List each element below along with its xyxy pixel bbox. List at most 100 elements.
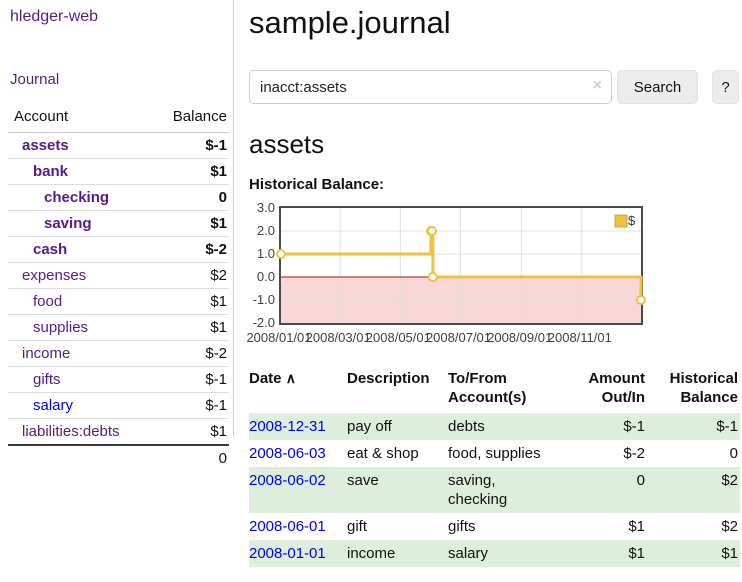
chart-title: Historical Balance:	[249, 176, 385, 193]
account-row: salary $-1	[8, 392, 229, 419]
search-bar: × Search ?	[249, 70, 740, 104]
transaction-accounts: gifts	[448, 518, 476, 535]
account-link-cash[interactable]: cash	[33, 241, 68, 258]
register-row: 2008-06-03 eat & shop food, supplies $-2…	[249, 440, 740, 467]
accounts-header-row: Account Balance	[8, 106, 229, 133]
account-link-expenses[interactable]: expenses	[22, 267, 87, 284]
page-title: sample.journal	[249, 5, 451, 40]
account-link-gifts[interactable]: gifts	[33, 371, 61, 388]
account-balance: $1	[150, 418, 229, 446]
account-balance: 0	[150, 184, 229, 211]
accounts-table: Account Balance assets $-1 bank $1 check…	[8, 106, 229, 471]
transaction-description: gift	[347, 518, 368, 535]
register-row: 2008-01-01 income salary $1 $1	[249, 540, 740, 567]
register-table: Date ∧ Description To/From Account(s) Am…	[249, 367, 740, 567]
account-row: income $-2	[8, 340, 229, 367]
y-axis-tick-label: 1.0	[256, 246, 275, 261]
transaction-date-link[interactable]: 2008-01-01	[249, 545, 326, 562]
transaction-balance: $2	[721, 518, 738, 535]
account-link-liabilities-debts[interactable]: liabilities:debts	[22, 423, 120, 440]
register-header-date[interactable]: Date ∧	[249, 370, 296, 387]
account-balance: $-2	[150, 340, 229, 367]
account-balance: $1	[150, 158, 229, 185]
account-link-food[interactable]: food	[33, 293, 63, 310]
transaction-amount: $-2	[623, 445, 645, 462]
account-balance: $-1	[150, 132, 229, 159]
search-input[interactable]	[249, 70, 612, 104]
help-button[interactable]: ?	[712, 70, 739, 104]
account-link-saving[interactable]: saving	[44, 215, 92, 232]
account-link-income[interactable]: income	[22, 345, 71, 362]
transaction-amount: $1	[628, 518, 645, 535]
transaction-amount: $1	[628, 545, 645, 562]
account-link-checking[interactable]: checking	[44, 189, 110, 206]
transaction-balance: 0	[729, 445, 738, 462]
transaction-accounts: salary	[448, 545, 489, 562]
register-header-amount: Amount Out/In	[588, 370, 645, 406]
sort-asc-icon: ∧	[285, 370, 296, 386]
transaction-description: save	[347, 472, 379, 489]
y-axis-tick-label: -1.0	[252, 292, 275, 307]
x-axis-tick-label: 2008/05/01	[365, 330, 431, 345]
y-axis-tick-label: 0.0	[256, 269, 275, 284]
y-axis-tick-label: 3.0	[256, 200, 275, 215]
account-balance: $-2	[150, 236, 229, 263]
clear-search-icon[interactable]: ×	[592, 77, 602, 94]
accounts-header-balance: Balance	[150, 106, 229, 133]
account-row: saving $1	[8, 210, 229, 237]
register-header-accounts: To/From Account(s)	[448, 370, 527, 406]
account-heading: assets	[249, 129, 325, 159]
account-row: food $1	[8, 288, 229, 315]
transaction-description: income	[347, 545, 396, 562]
account-balance: $1	[150, 314, 229, 341]
search-button[interactable]: Search	[617, 70, 698, 104]
register-row: 2008-06-02 save saving, checking 0 $2	[249, 467, 740, 513]
sidebar: hledger-web Journal Account Balance asse…	[0, 0, 233, 582]
account-balance: $-1	[150, 392, 229, 419]
register-row: 2008-06-01 gift gifts $1 $2	[249, 513, 740, 540]
transaction-date-link[interactable]: 2008-12-31	[249, 418, 326, 435]
accounts-total-row: 0	[8, 444, 229, 471]
transaction-accounts: food, supplies	[448, 445, 541, 462]
register-row: 2008-12-31 pay off debts $-1 $-1	[249, 413, 740, 440]
chart-legend-label: $	[628, 213, 636, 228]
register-header-balance: Historical Balance	[669, 370, 738, 406]
accounts-total-balance: 0	[150, 444, 229, 471]
historical-balance-chart: 3.0 2.0 1.0 0.0 -1.0 -2.0 $ 2008/01/01 2008/03…	[246, 200, 740, 348]
transaction-balance: $1	[721, 545, 738, 562]
account-link-supplies[interactable]: supplies	[33, 319, 89, 336]
transaction-date-link[interactable]: 2008-06-03	[249, 445, 326, 462]
chart-plot-area: $	[276, 206, 646, 325]
account-link-assets[interactable]: assets	[22, 137, 69, 154]
account-link-bank[interactable]: bank	[33, 163, 69, 180]
x-axis-tick-label: 2008/07/01	[425, 330, 492, 345]
sidebar-item-journal[interactable]: Journal	[10, 71, 60, 88]
brand-link[interactable]: hledger-web	[10, 8, 99, 25]
transaction-balance: $-1	[716, 418, 738, 435]
transaction-accounts: saving, checking	[448, 472, 508, 508]
account-row: cash $-2	[8, 236, 229, 263]
account-row: bank $1	[8, 158, 229, 185]
account-balance: $-1	[150, 366, 229, 393]
register-header-description: Description	[347, 370, 430, 387]
transaction-amount: $-1	[623, 418, 645, 435]
account-row: expenses $2	[8, 262, 229, 289]
chart-svg: $	[276, 208, 646, 323]
transaction-date-link[interactable]: 2008-06-01	[249, 518, 326, 535]
account-row: supplies $1	[8, 314, 229, 341]
transaction-description: pay off	[347, 418, 392, 435]
x-axis-tick-label: 2008/11/01	[547, 330, 612, 345]
account-link-salary[interactable]: salary	[33, 397, 74, 414]
account-row: liabilities:debts $1	[8, 418, 229, 446]
transaction-date-link[interactable]: 2008-06-02	[249, 472, 326, 489]
transaction-amount: 0	[636, 472, 645, 489]
y-axis-tick-label: -2.0	[252, 315, 275, 330]
transaction-balance: $2	[721, 472, 738, 489]
sidebar-divider	[233, 0, 234, 437]
account-balance: $1	[150, 288, 229, 315]
account-row: assets $-1	[8, 132, 229, 159]
account-row: gifts $-1	[8, 366, 229, 393]
account-balance: $2	[150, 262, 229, 289]
account-row: checking 0	[8, 184, 229, 211]
x-axis-tick-label: 2008/03/01	[305, 330, 371, 345]
